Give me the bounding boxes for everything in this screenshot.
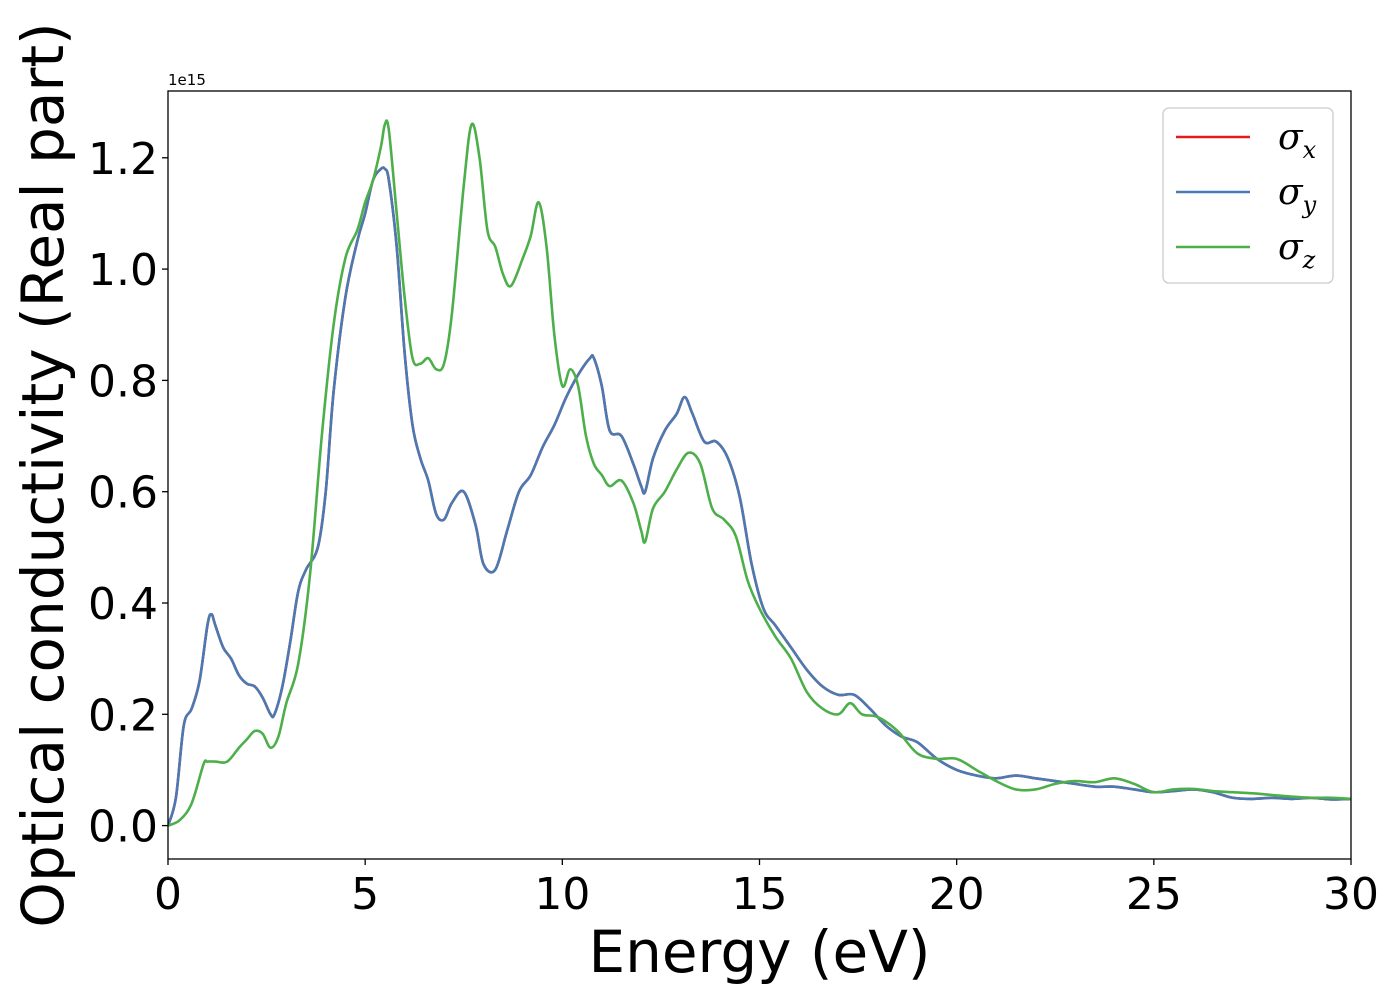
series-line-y — [168, 166, 1351, 827]
x-tick-label: 25 — [1126, 869, 1182, 920]
x-tick-label: 10 — [534, 869, 590, 920]
x-tick-label: 30 — [1323, 869, 1379, 920]
legend-label-y: σy — [1278, 172, 1317, 219]
legend: σx σy σz — [1162, 107, 1334, 284]
y-axis-title: Optical conductivity (Real part) — [9, 22, 77, 927]
y-offset-label: 1e15 — [168, 71, 206, 89]
y-tick-label: 0.6 — [88, 468, 158, 519]
series-line-z — [168, 119, 1351, 827]
y-tick-label: 0.2 — [88, 690, 158, 741]
x-tick-label: 5 — [351, 869, 379, 920]
x-tick-label: 0 — [154, 869, 182, 920]
x-axis-title: Energy (eV) — [588, 918, 930, 986]
legend-box — [1162, 107, 1334, 284]
y-tick-label: 0.8 — [88, 356, 158, 407]
series-layer — [168, 119, 1351, 827]
y-axis-ticks: 0.0 0.2 0.4 0.6 0.8 1.0 1.2 — [88, 134, 168, 853]
y-tick-label: 0.0 — [88, 802, 158, 853]
y-tick-label: 1.2 — [88, 134, 158, 185]
y-tick-label: 1.0 — [88, 245, 158, 296]
legend-label-z: σz — [1278, 227, 1316, 274]
y-tick-label: 0.4 — [88, 579, 158, 630]
x-tick-label: 20 — [929, 869, 985, 920]
x-axis-ticks: 0 5 10 15 20 25 30 — [154, 859, 1379, 920]
legend-label-x: σx — [1278, 117, 1317, 164]
x-tick-label: 15 — [732, 869, 788, 920]
